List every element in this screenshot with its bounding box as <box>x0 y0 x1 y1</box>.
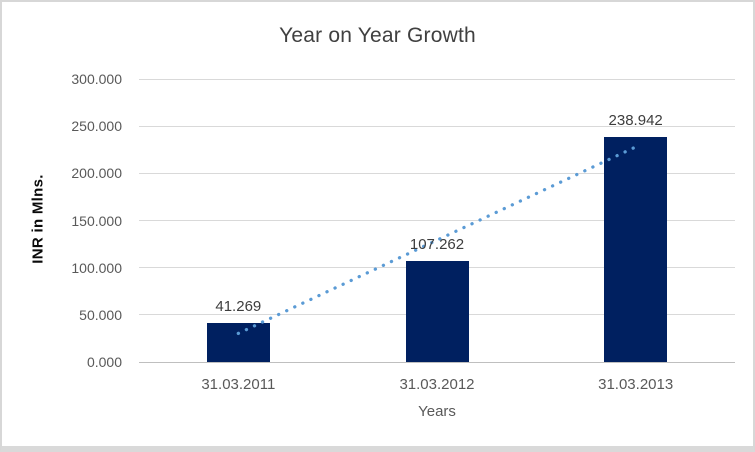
y-tick-label: 250.000 <box>71 118 122 135</box>
bar <box>206 323 270 362</box>
trendline <box>236 145 638 336</box>
trendline-dotted-line <box>236 145 638 336</box>
y-tick-label: 0.000 <box>86 354 122 370</box>
y-tick-label: 200.000 <box>71 165 122 182</box>
gridline <box>139 125 735 127</box>
plot-area: 41.269 107.262 238.942 <box>139 78 735 363</box>
bar <box>604 136 668 362</box>
data-label: 238.942 <box>608 111 663 129</box>
gridline <box>139 172 735 174</box>
data-label: 41.269 <box>215 298 262 316</box>
bar <box>405 260 469 362</box>
y-tick-label: 300.000 <box>71 71 122 87</box>
x-axis-line <box>139 361 735 363</box>
x-category-label: 31.03.2012 <box>399 376 475 393</box>
x-category-label: 31.03.2011 <box>201 376 276 393</box>
chart-title: Year on Year Growth <box>279 24 476 47</box>
x-axis-title: Years <box>418 403 456 420</box>
gridline <box>139 220 735 221</box>
gridline <box>139 78 735 80</box>
x-category-label: 31.03.2013 <box>598 376 674 393</box>
data-label: 107.262 <box>409 235 465 253</box>
y-tick-label: 150.000 <box>71 212 122 229</box>
y-tick-label: 50.000 <box>79 306 122 323</box>
y-tick-label: 100.000 <box>71 259 122 276</box>
